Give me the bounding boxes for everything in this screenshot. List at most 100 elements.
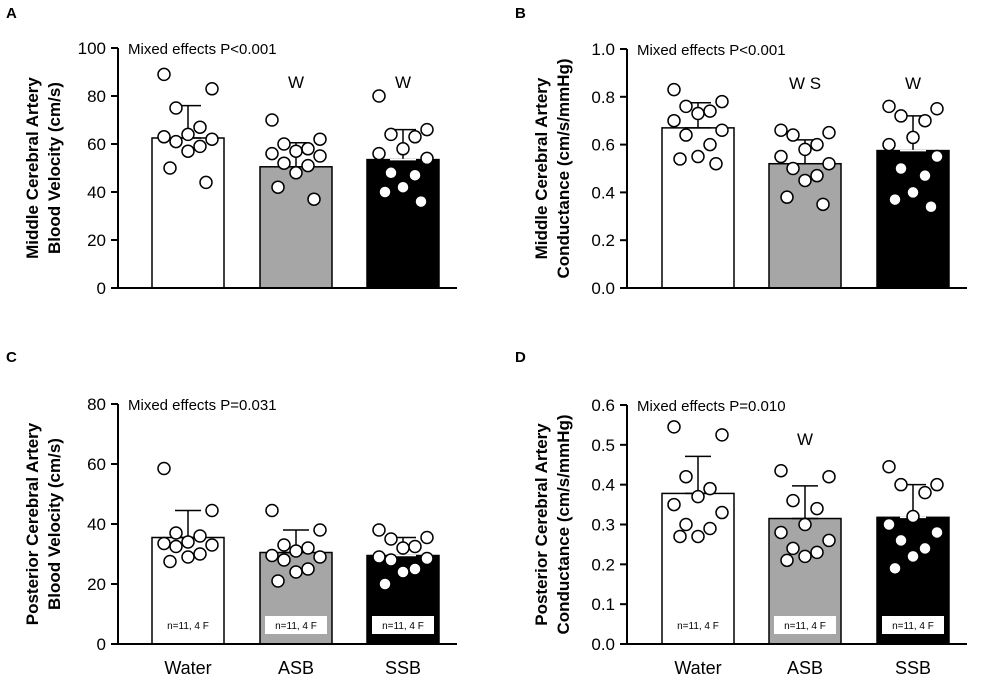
- y-tick-label: 0.3: [591, 516, 615, 535]
- data-point-ssb: [384, 553, 398, 567]
- n-label: n=11, 4 F: [677, 621, 719, 632]
- data-point-water: [205, 538, 219, 552]
- data-point-water: [205, 503, 219, 518]
- data-point-asb: [810, 501, 824, 516]
- data-point-water: [715, 428, 729, 442]
- data-point-asb: [271, 180, 285, 194]
- data-point-water: [193, 120, 207, 134]
- panel-letter: D: [515, 349, 526, 366]
- data-point-water: [691, 106, 705, 121]
- y-tick-label: 0: [97, 635, 106, 654]
- data-point-ssb: [408, 539, 422, 554]
- data-point-ssb: [918, 485, 932, 500]
- data-point-water: [193, 529, 207, 543]
- data-point-water: [703, 104, 717, 118]
- data-point-water: [205, 132, 219, 146]
- y-tick-label: 0.1: [591, 595, 615, 614]
- panel-b: B Middle Cerebral Artery Conductance (cm/s…: [515, 5, 967, 298]
- data-point-asb: [780, 553, 794, 568]
- panel-a: A Middle Cerebral Artery Blood Velocity (c…: [6, 5, 457, 298]
- category-label-ssb: SSB: [385, 658, 421, 678]
- data-point-ssb: [408, 130, 422, 144]
- data-point-water: [679, 99, 693, 114]
- data-point-asb: [786, 493, 800, 508]
- n-label: n=11, 4 F: [892, 621, 934, 632]
- data-point-water: [667, 113, 681, 128]
- data-point-ssb: [420, 122, 434, 137]
- data-point-asb: [774, 463, 788, 478]
- data-point-asb: [786, 128, 800, 142]
- data-point-ssb: [894, 161, 908, 176]
- data-point-ssb: [894, 109, 908, 123]
- data-point-water: [181, 550, 195, 564]
- y-tick-label: 80: [87, 87, 106, 106]
- data-point-asb: [265, 113, 279, 127]
- data-point-water: [169, 526, 183, 540]
- data-point-ssb: [918, 541, 932, 556]
- data-point-asb: [822, 533, 836, 548]
- data-point-ssb: [882, 137, 896, 152]
- y-tick-label: 1.0: [591, 40, 615, 59]
- data-point-water: [679, 469, 693, 484]
- data-point-ssb: [894, 533, 908, 548]
- data-point-ssb: [420, 151, 434, 166]
- data-point-ssb: [906, 185, 920, 200]
- panel-c: C Posterior Cerebral Artery Blood Velocity…: [6, 349, 457, 678]
- data-point-ssb: [420, 551, 434, 566]
- data-point-water: [157, 536, 171, 551]
- data-point-water: [157, 461, 171, 476]
- y-tick-label: 0.4: [591, 476, 615, 495]
- data-point-asb: [774, 525, 788, 540]
- data-point-water: [691, 529, 705, 544]
- data-point-asb: [810, 168, 824, 183]
- data-point-water: [199, 175, 213, 190]
- data-point-asb: [780, 190, 794, 204]
- data-point-water: [181, 127, 195, 142]
- data-point-asb: [301, 158, 315, 173]
- data-point-asb: [277, 553, 291, 567]
- data-point-water: [715, 505, 729, 520]
- data-point-ssb: [372, 146, 386, 161]
- data-point-asb: [265, 548, 279, 563]
- category-label-ssb: SSB: [895, 658, 931, 678]
- data-point-asb: [301, 142, 315, 156]
- data-point-ssb: [408, 562, 422, 576]
- data-point-ssb: [882, 459, 896, 474]
- data-point-ssb: [378, 577, 392, 591]
- data-point-ssb: [396, 142, 410, 156]
- data-point-ssb: [396, 565, 410, 579]
- data-point-water: [667, 82, 681, 97]
- data-point-ssb: [930, 525, 944, 540]
- y-axis-label-line1: Posterior Cerebral Artery: [23, 422, 42, 625]
- data-point-asb: [289, 144, 303, 158]
- data-point-water: [169, 101, 183, 115]
- data-point-ssb: [408, 168, 422, 182]
- data-point-ssb: [384, 166, 398, 180]
- mixed-effects-annotation: Mixed effects P=0.010: [637, 398, 786, 415]
- mixed-effects-annotation: Mixed effects P=0.031: [128, 397, 277, 414]
- data-point-asb: [798, 549, 812, 564]
- data-point-asb: [277, 156, 291, 170]
- data-point-water: [673, 152, 687, 166]
- data-point-asb: [822, 125, 836, 140]
- panel-d: D Posterior Cerebral Artery Conductance (c…: [515, 349, 967, 678]
- data-point-water: [679, 128, 693, 142]
- data-point-ssb: [384, 127, 398, 142]
- y-tick-label: 0: [97, 279, 106, 298]
- data-point-ssb: [918, 113, 932, 128]
- data-point-asb: [277, 538, 291, 552]
- data-point-ssb: [882, 99, 896, 114]
- data-point-ssb: [396, 541, 410, 555]
- y-tick-label: 80: [87, 395, 106, 414]
- y-axis-label-line2: Blood Velocity (cm/s): [45, 82, 64, 254]
- data-point-asb: [289, 166, 303, 180]
- data-point-water: [679, 517, 693, 532]
- category-label-asb: ASB: [787, 658, 823, 678]
- n-label-box: [774, 616, 836, 634]
- data-point-ssb: [372, 550, 386, 564]
- n-label-box: [372, 616, 434, 634]
- data-point-ssb: [888, 192, 902, 207]
- data-point-ssb: [378, 185, 392, 199]
- data-point-ssb: [906, 130, 920, 145]
